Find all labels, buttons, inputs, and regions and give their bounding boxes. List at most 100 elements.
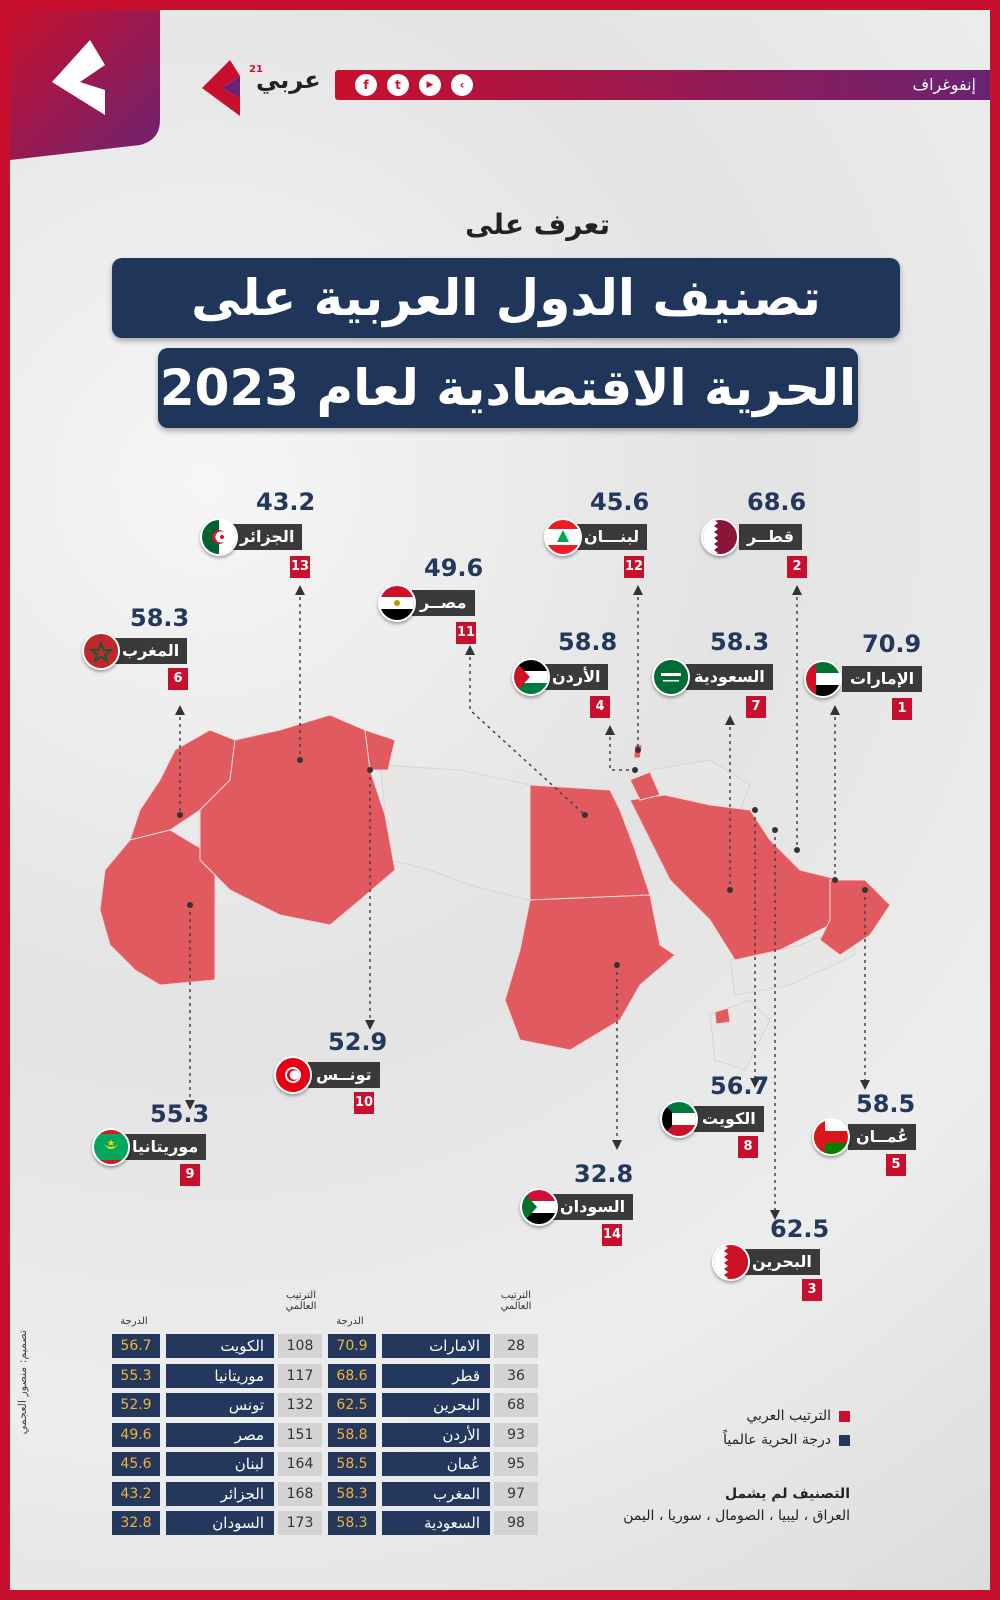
country-jordan: الأردن (544, 664, 609, 690)
brand-sup: 21 (249, 64, 263, 75)
country-saudi: السعودية (686, 664, 773, 690)
right-score-cell: 68.6 (328, 1363, 376, 1388)
country-oman: عُمــان (848, 1124, 917, 1150)
rank-egypt: 11 (456, 622, 476, 644)
rank-bahrain: 3 (802, 1279, 822, 1301)
uae-flag-icon (804, 660, 842, 698)
right-score-cell: 70.9 (328, 1334, 376, 1358)
left-country-cell: لبنان (166, 1452, 274, 1476)
score-kuwait: 56.7 (710, 1072, 770, 1100)
right-country-cell: الامارات (382, 1334, 490, 1358)
score-uae: 70.9 (862, 630, 922, 658)
left-country-cell: تونس (166, 1393, 274, 1417)
corner-logo (10, 10, 160, 160)
rank-tunisia: 10 (354, 1092, 374, 1114)
left-country-cell: مصر (166, 1422, 274, 1447)
arabi21-icon[interactable]: ‹ (451, 74, 473, 96)
left-score-cell: 32.8 (112, 1511, 160, 1535)
youtube-icon[interactable]: ▶ (419, 74, 441, 96)
legend-world-score-label: درجة الحرية عالمياً (723, 1432, 831, 1448)
morocco-region (129, 729, 236, 841)
left-score-cell: 56.7 (112, 1334, 160, 1358)
right-country-cell: عُمان (382, 1452, 490, 1476)
rank-oman: 5 (886, 1154, 906, 1176)
sudan-region (504, 894, 676, 1051)
right-country-cell: الأردن (382, 1422, 490, 1447)
left-score-cell: 55.3 (112, 1363, 160, 1388)
rank-saudi: 7 (746, 696, 766, 718)
score-morocco: 58.3 (130, 604, 190, 632)
tunisia-flag-icon (274, 1056, 312, 1094)
country-sudan: السودان (552, 1194, 634, 1220)
right-world-rank-cell: 93 (494, 1422, 538, 1447)
left-country-cell: موريتانيا (166, 1363, 274, 1388)
left-score-cell: 43.2 (112, 1481, 160, 1506)
note-line-1: التصنيف لم يشمل (724, 1486, 850, 1502)
score-egypt: 49.6 (424, 554, 484, 582)
rank-sudan: 14 (602, 1224, 622, 1246)
rank-lebanon: 12 (624, 556, 644, 578)
legend-red-swatch (839, 1410, 850, 1422)
title-line-2: الحرية الاقتصادية لعام 2023 (158, 348, 858, 428)
lebanon-flag-icon (544, 518, 582, 556)
arrow-heads (175, 585, 870, 1220)
oman-flag-icon (812, 1118, 850, 1156)
right-score-cell: 58.3 (328, 1511, 376, 1535)
score-qatar: 68.6 (747, 488, 807, 516)
country-algeria: الجزائر (232, 524, 303, 550)
qatar-flag-icon (701, 518, 739, 556)
legend-arab-rank-label: الترتيب العربي (746, 1408, 831, 1424)
title-intro: تعرف على (465, 208, 610, 241)
rank-algeria: 13 (290, 556, 310, 578)
left-country-cell: السودان (166, 1511, 274, 1535)
legend-navy-swatch (839, 1434, 850, 1446)
left-world-rank-cell: 173 (278, 1511, 322, 1535)
brand-name: عربي (256, 66, 321, 94)
left-world-rank-cell: 117 (278, 1363, 322, 1388)
algeria-region (199, 714, 396, 926)
saudi-flag-icon (652, 658, 690, 696)
egypt-flag-icon (378, 584, 416, 622)
left-world-rank-cell: 132 (278, 1393, 322, 1417)
right-world-rank-cell: 95 (494, 1452, 538, 1476)
left-world-rank-cell: 108 (278, 1334, 322, 1358)
tunisia-region (364, 729, 396, 771)
right-head-score: الدرجة (336, 1316, 364, 1327)
right-head-world-rank: الترتيب العالمي (500, 1290, 532, 1312)
western-sahara-mauritania-region (99, 829, 216, 986)
rank-uae: 1 (892, 698, 912, 720)
mauritania-flag-icon (92, 1128, 130, 1166)
infographic-canvas: إنفوغراف f t ▶ ‹ 21 عربي تعرف على تصنيف … (10, 10, 990, 1590)
morocco-flag-icon (82, 632, 120, 670)
rank-kuwait: 8 (738, 1136, 758, 1158)
sudan-flag-icon (520, 1188, 558, 1226)
right-world-rank-cell: 36 (494, 1363, 538, 1388)
facebook-icon[interactable]: f (355, 74, 377, 96)
right-score-cell: 58.3 (328, 1481, 376, 1506)
designer-credit: تصميم: منصور العجمي (16, 1330, 29, 1435)
bahrain-flag-icon (712, 1243, 750, 1281)
arab-world-map (99, 585, 891, 1220)
country-lebanon: لبنـــان (576, 524, 648, 550)
djibouti-region (714, 1007, 731, 1025)
right-score-cell: 62.5 (328, 1393, 376, 1417)
jordan-flag-icon (512, 658, 550, 696)
score-bahrain: 62.5 (770, 1215, 830, 1243)
right-score-cell: 58.5 (328, 1452, 376, 1476)
score-tunisia: 52.9 (328, 1028, 388, 1056)
score-sudan: 32.8 (574, 1160, 634, 1188)
right-country-cell: قطر (382, 1363, 490, 1388)
score-lebanon: 45.6 (590, 488, 650, 516)
kuwait-flag-icon (660, 1100, 698, 1138)
left-country-cell: الجزائر (166, 1481, 274, 1506)
score-mauritania: 55.3 (150, 1100, 210, 1128)
country-tunisia: تونــس (308, 1062, 380, 1088)
twitter-icon[interactable]: t (387, 74, 409, 96)
right-score-cell: 58.8 (328, 1422, 376, 1447)
rank-jordan: 4 (590, 696, 610, 718)
right-country-cell: السعودية (382, 1511, 490, 1535)
country-mauritania: موريتانيا (124, 1134, 207, 1160)
right-world-rank-cell: 68 (494, 1393, 538, 1417)
map-dots (177, 747, 868, 968)
